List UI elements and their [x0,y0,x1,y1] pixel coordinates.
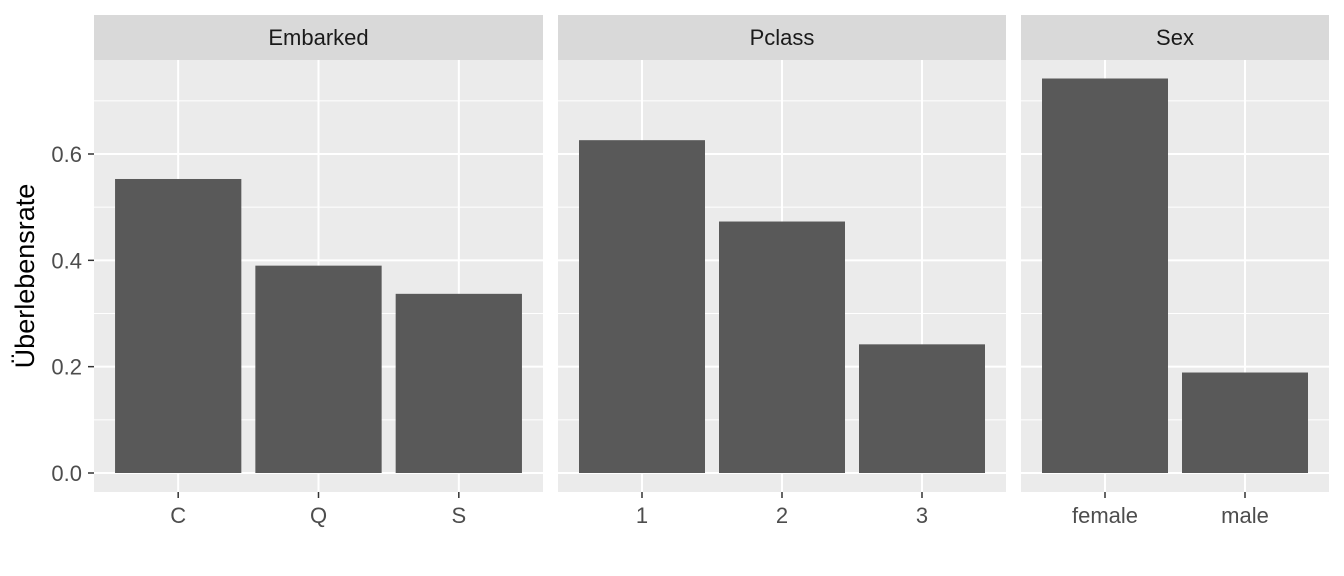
x-tick-label: Q [310,503,327,528]
y-axis-title: Überlebensrate [10,184,40,369]
bar-sex-female [1042,78,1168,474]
y-tick-label: 0.2 [51,355,82,380]
x-tick-label: 3 [916,503,928,528]
bar-sex-male [1182,372,1308,473]
bar-embarked-S [395,293,522,473]
facet-panels: 0.0 0.2 0.4 0.6 Embarked C Q S Pclass 1 2 3 Sex femal… [51,15,1329,528]
x-tick-label: 2 [776,503,788,528]
y-tick-label: 0.4 [51,248,82,273]
y-tick-label: 0.6 [51,142,82,167]
facet-strip [1021,15,1329,60]
bar-pclass-2 [719,221,845,473]
x-tick-label: S [451,503,466,528]
facet-strip-label: Pclass [750,25,815,50]
facet-strip-label: Sex [1156,25,1194,50]
bar-embarked-Q [255,265,382,473]
bar-pclass-3 [859,344,985,473]
bar-pclass-1 [579,140,705,473]
y-tick-label: 0.0 [51,461,82,486]
facet-panel-sex: Sex female male [1021,15,1329,528]
facet-panel-pclass: Pclass 1 2 3 [558,15,1006,528]
facet-strip [94,15,543,60]
bar-embarked-C [115,178,242,473]
facet-strip [558,15,1006,60]
x-tick-label: C [170,503,186,528]
facet-strip-label: Embarked [268,25,368,50]
x-tick-label: female [1072,503,1138,528]
x-tick-label: male [1221,503,1269,528]
facet-panel-embarked: Embarked C Q S [94,15,543,528]
x-tick-label: 1 [636,503,648,528]
